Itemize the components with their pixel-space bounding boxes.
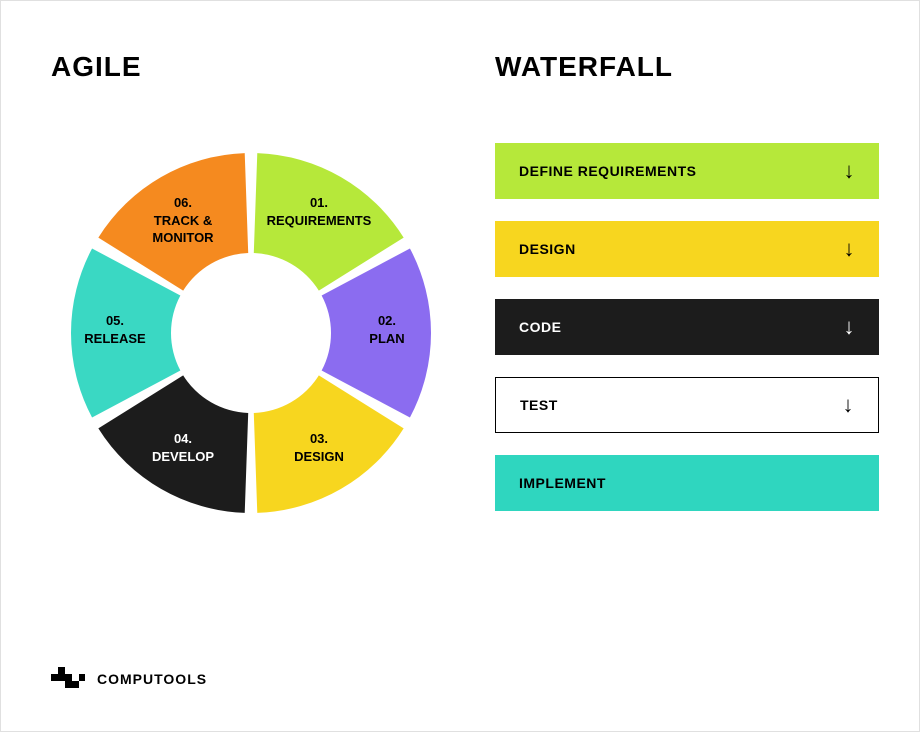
arrow-down-icon: ↓ (844, 158, 856, 184)
waterfall-title: WATERFALL (495, 51, 879, 83)
footer-logo: COMPUTOOLS (51, 667, 207, 691)
donut-label-6: 06.TRACK &MONITOR (128, 195, 238, 246)
agile-panel: AGILE 01.REQUIREMENTS 02.PLAN 03.DESIGN 04.… (51, 51, 465, 701)
arrow-down-icon: ↓ (844, 314, 856, 340)
agile-title: AGILE (51, 51, 465, 83)
arrow-down-icon: ↓ (844, 236, 856, 262)
waterfall-bar-2: DESIGN ↓ (495, 221, 879, 277)
waterfall-panel: WATERFALL DEFINE REQUIREMENTS↓DESIGN↓COD… (465, 51, 879, 701)
waterfall-bar-4: TEST ↓ (495, 377, 879, 433)
waterfall-bar-3: CODE ↓ (495, 299, 879, 355)
waterfall-bar-label: DEFINE REQUIREMENTS (519, 163, 697, 179)
waterfall-bar-label: DESIGN (519, 241, 576, 257)
waterfall-bar-label: TEST (520, 397, 558, 413)
donut-label-2: 02.PLAN (332, 313, 442, 348)
waterfall-bar-label: CODE (519, 319, 561, 335)
waterfall-bars: DEFINE REQUIREMENTS ↓ DESIGN ↓ CODE ↓ TEST ↓ IMP… (495, 143, 879, 511)
footer-brand-text: COMPUTOOLS (97, 671, 207, 687)
donut-label-1: 01.REQUIREMENTS (264, 195, 374, 230)
agile-donut-chart: 01.REQUIREMENTS 02.PLAN 03.DESIGN 04.DEVELO… (61, 143, 441, 523)
waterfall-bar-5: IMPLEMENT (495, 455, 879, 511)
waterfall-bar-1: DEFINE REQUIREMENTS ↓ (495, 143, 879, 199)
donut-label-4: 04.DEVELOP (128, 431, 238, 466)
donut-label-5: 05.RELEASE (60, 313, 170, 348)
waterfall-bar-label: IMPLEMENT (519, 475, 606, 491)
arrow-down-icon: ↓ (843, 392, 855, 418)
computools-logo-icon (51, 667, 85, 691)
donut-label-3: 03.DESIGN (264, 431, 374, 466)
diagram-container: AGILE 01.REQUIREMENTS 02.PLAN 03.DESIGN 04.… (1, 1, 919, 731)
